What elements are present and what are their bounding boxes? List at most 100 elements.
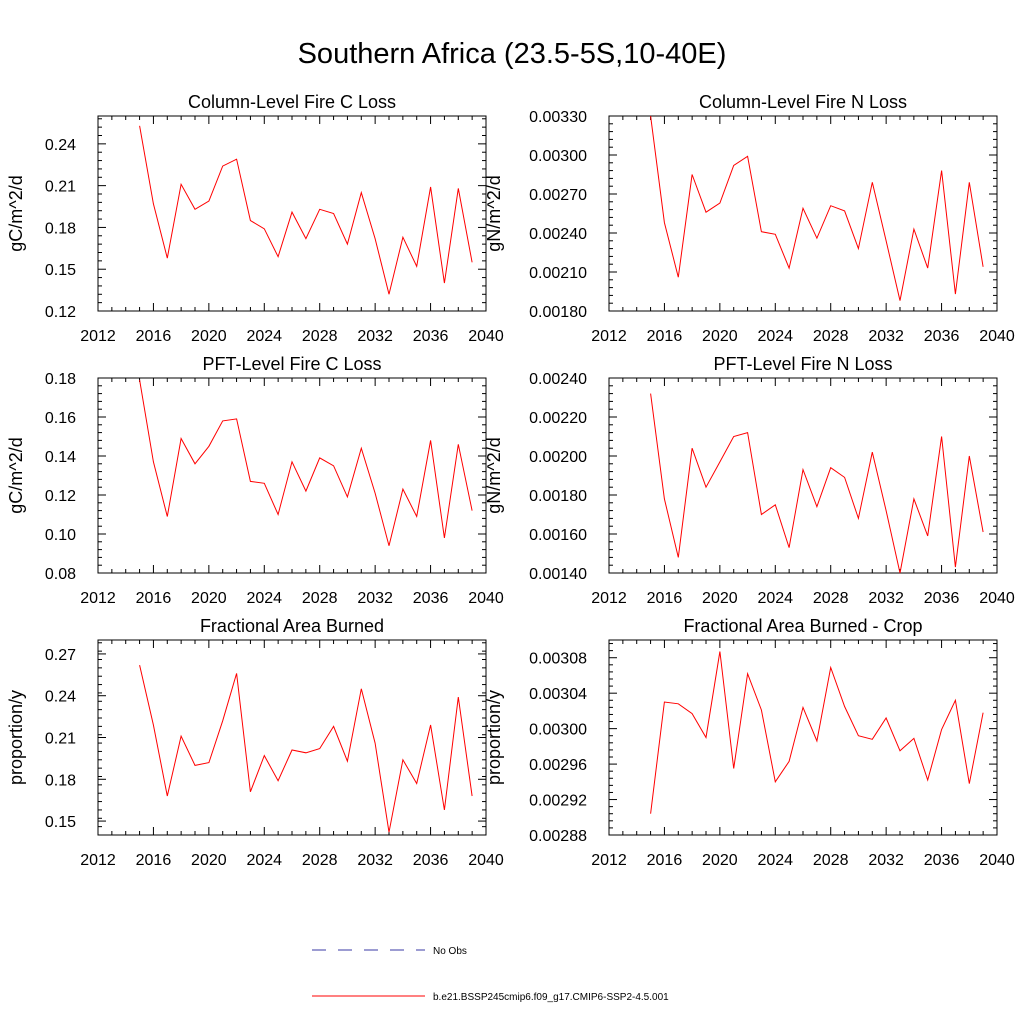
data-point	[968, 181, 970, 183]
data-point	[913, 228, 915, 230]
x-tick-label: 2016	[647, 852, 683, 869]
y-tick-label: 0.00240	[529, 226, 587, 243]
y-tick-label: 0.00180	[529, 488, 587, 505]
data-point	[374, 237, 376, 239]
y-tick-label: 0.21	[45, 731, 76, 748]
data-point	[816, 740, 818, 742]
data-point	[774, 781, 776, 783]
x-tick-label: 2012	[80, 852, 116, 869]
data-point	[691, 447, 693, 449]
y-tick-label: 0.18	[45, 772, 76, 789]
data-point	[249, 480, 251, 482]
data-point	[457, 187, 459, 189]
data-point	[346, 243, 348, 245]
x-tick-label: 2016	[136, 328, 172, 345]
data-point	[360, 688, 362, 690]
y-tick-label: 0.21	[45, 179, 76, 196]
y-tick-label: 0.14	[45, 449, 76, 466]
y-axis-label: gN/m^2/d	[484, 175, 504, 251]
data-point	[788, 267, 790, 269]
data-point	[830, 205, 832, 207]
data-point	[927, 267, 929, 269]
y-axis-label: proportion/y	[6, 690, 26, 785]
y-tick-label: 0.27	[45, 647, 76, 664]
data-point	[180, 437, 182, 439]
panel-title: Fractional Area Burned	[200, 616, 384, 636]
data-point	[857, 735, 859, 737]
y-tick-label: 0.24	[45, 689, 76, 706]
x-tick-label: 2040	[979, 328, 1015, 345]
x-tick-label: 2012	[591, 590, 627, 607]
data-point	[940, 728, 942, 730]
data-point	[677, 276, 679, 278]
data-point	[816, 506, 818, 508]
data-point	[305, 490, 307, 492]
data-point	[402, 759, 404, 761]
data-point	[319, 747, 321, 749]
x-tick-label: 2040	[979, 590, 1015, 607]
data-point	[319, 208, 321, 210]
data-point	[733, 435, 735, 437]
x-tick-label: 2024	[757, 328, 793, 345]
data-point	[746, 155, 748, 157]
x-tick-label: 2016	[136, 852, 172, 869]
data-point	[388, 293, 390, 295]
data-point	[194, 764, 196, 766]
data-point	[277, 255, 279, 257]
y-tick-label: 0.00160	[529, 527, 587, 544]
y-tick-label: 0.00200	[529, 449, 587, 466]
data-point	[235, 418, 237, 420]
plot-frame	[608, 377, 998, 574]
panel-title: Column-Level Fire N Loss	[699, 92, 907, 112]
x-tick-label: 2028	[302, 328, 338, 345]
data-point	[208, 445, 210, 447]
data-point	[899, 572, 901, 574]
x-tick-label: 2032	[357, 328, 393, 345]
data-point	[180, 183, 182, 185]
data-point	[138, 379, 140, 381]
data-point	[263, 754, 265, 756]
y-tick-label: 0.16	[45, 410, 76, 427]
x-tick-label: 2036	[413, 590, 449, 607]
y-tick-label: 0.18	[45, 371, 76, 388]
plot-frame	[608, 639, 998, 836]
y-tick-label: 0.00220	[529, 410, 587, 427]
data-point	[277, 513, 279, 515]
data-point	[677, 556, 679, 558]
data-point	[138, 664, 140, 666]
x-tick-label: 2020	[191, 852, 227, 869]
data-point	[194, 463, 196, 465]
data-point	[305, 752, 307, 754]
data-point	[774, 504, 776, 506]
data-point	[649, 813, 651, 815]
y-tick-label: 0.00210	[529, 265, 587, 282]
data-point	[360, 447, 362, 449]
data-point	[443, 537, 445, 539]
data-point	[416, 515, 418, 517]
x-tick-label: 2036	[924, 852, 960, 869]
data-point	[927, 779, 929, 781]
data-point	[871, 181, 873, 183]
data-point	[885, 717, 887, 719]
data-point	[222, 420, 224, 422]
y-tick-label: 0.15	[45, 262, 76, 279]
x-tick-label: 2024	[757, 852, 793, 869]
data-point	[968, 455, 970, 457]
plot-frame	[608, 115, 998, 312]
data-point	[663, 221, 665, 223]
data-point	[180, 735, 182, 737]
y-tick-label: 0.24	[45, 137, 76, 154]
data-point	[843, 210, 845, 212]
x-tick-label: 2012	[591, 328, 627, 345]
data-point	[843, 476, 845, 478]
data-point	[885, 240, 887, 242]
data-point	[263, 482, 265, 484]
data-point	[443, 809, 445, 811]
data-point	[388, 831, 390, 833]
data-point	[719, 461, 721, 463]
x-tick-label: 2028	[813, 590, 849, 607]
data-point	[235, 672, 237, 674]
data-point	[319, 457, 321, 459]
data-point	[746, 431, 748, 433]
